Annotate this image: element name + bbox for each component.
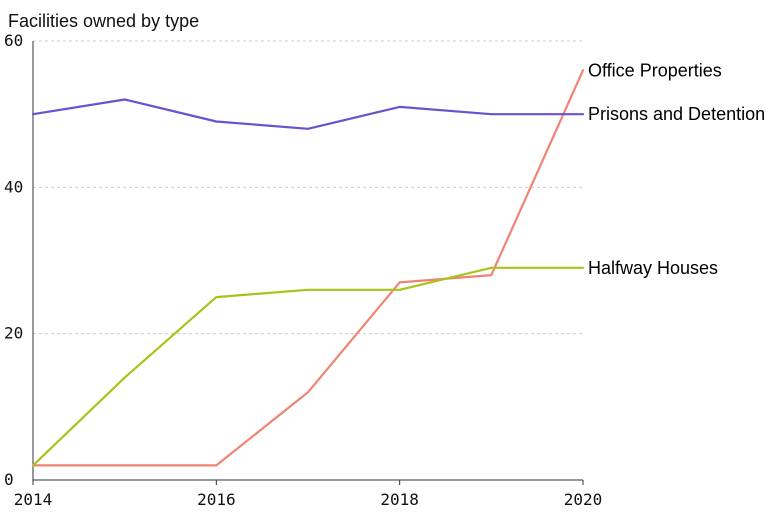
chart-title: Facilities owned by type — [8, 11, 199, 31]
y-tick-label-40: 40 — [4, 177, 23, 196]
axes — [32, 41, 584, 485]
series-lines — [31, 69, 585, 467]
series-line-halfway-houses — [31, 266, 585, 467]
series-line-prisons-and-detention — [31, 98, 585, 130]
x-tick-label-2020: 2020 — [564, 490, 603, 509]
x-tick-label-2018: 2018 — [380, 490, 419, 509]
tick-labels: 0 20 40 60 2014 2016 2018 2020 — [4, 31, 602, 509]
series-labels: Office Properties Prisons and Detention Ha… — [588, 60, 765, 278]
series-label-prisons-and-detention: Prisons and Detention — [588, 104, 765, 124]
y-tick-label-20: 20 — [4, 324, 23, 343]
y-tick-label-60: 60 — [4, 31, 23, 50]
series-label-office-properties: Office Properties — [588, 60, 722, 80]
x-tick-label-2014: 2014 — [14, 490, 53, 509]
grid-lines — [33, 40, 583, 335]
x-tick-label-2016: 2016 — [197, 490, 236, 509]
series-label-halfway-houses: Halfway Houses — [588, 258, 718, 278]
y-tick-label-0: 0 — [4, 470, 14, 489]
